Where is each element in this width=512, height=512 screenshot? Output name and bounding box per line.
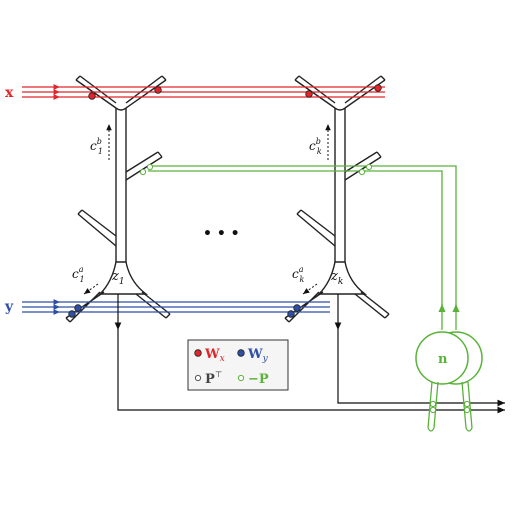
basal-label-1: ca 1 [72,265,85,284]
legend-negp-label: −P [248,372,269,387]
feedback-lines [139,163,460,330]
wy-synapse [74,304,82,312]
x-input-label: x [5,85,14,101]
basal-dendrite-right-1 [135,291,171,319]
interneuron-label: n [438,352,448,367]
oblique-branch-1 [125,151,163,181]
apical-trunk-k [334,108,346,265]
basal-current-arrow-1 [83,283,99,295]
basal-dendrite-right-k [354,291,390,319]
soma-k [317,261,368,295]
legend-pt-label: P⊤ [205,370,222,387]
pt-synapse [139,168,147,176]
negp-synapse [463,406,471,414]
negp-synapse [429,406,437,414]
side-branch-left-1 [77,209,117,247]
negp-synapse [429,400,437,408]
wy-synapse [68,310,76,318]
apical-trunk-1 [115,108,127,265]
legend-wy-swatch [237,349,245,357]
legend-wx-label: Wx [204,347,225,364]
y-input-label: y [4,299,14,315]
legend-wy-label: Wy [247,347,269,364]
soma-1 [98,261,149,295]
soma-label-k: zk [330,269,343,287]
wy-synapse [287,310,295,318]
apical-tuft-1 [75,79,167,111]
wy-synapse [293,304,301,312]
pyramidal-neuron-1: z1 cb 1 ca 1 [65,75,171,323]
pt-synapse [365,163,373,171]
legend-pt-swatch [194,374,202,382]
wx-synapse [374,84,382,92]
legend-wx-swatch [194,349,202,357]
legend: Wx Wy P⊤ −P [187,339,289,391]
basal-current-arrow-k [302,283,318,295]
wx-synapse [305,90,313,98]
output-lines [114,294,505,414]
soma-label-1: z1 [111,269,125,287]
wx-synapse [88,92,96,100]
legend-negp-swatch [237,374,245,382]
x-input-lines [22,84,385,100]
pt-synapse [358,168,366,176]
y-input-lines [22,299,330,318]
apical-label-1: cb 1 [90,137,103,156]
pyramidal-neuron-k: zk cb k ca k [284,75,390,323]
pt-synapse [146,163,154,171]
basal-label-k: ca k [292,265,305,284]
negp-synapse [463,400,471,408]
wx-synapse [154,86,162,94]
apical-label-k: cb k [309,137,322,156]
oblique-branch-k [344,151,382,181]
interneuron: n [415,331,483,432]
side-branch-left-k [296,209,336,247]
ellipsis: • • • [203,226,240,242]
